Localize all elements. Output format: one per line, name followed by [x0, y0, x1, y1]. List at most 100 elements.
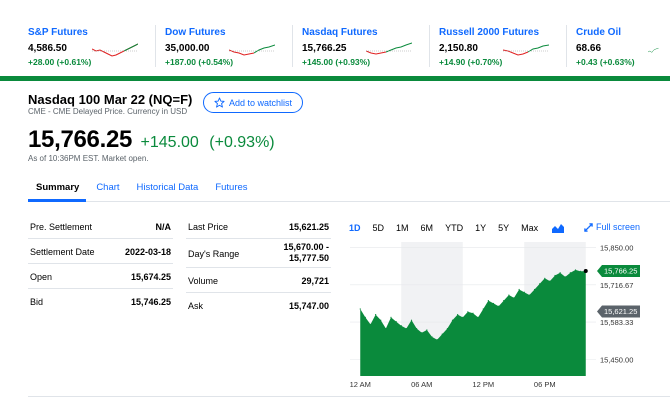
data-point — [405, 327, 407, 330]
mountain-chart-icon[interactable] — [552, 223, 565, 233]
full-screen-button[interactable]: Full screen — [584, 222, 640, 232]
stat-value: 15,670.00 - 15,777.50 — [283, 242, 329, 263]
ticker-name[interactable]: S&P Futures — [28, 27, 88, 38]
ticker-name[interactable]: Nasdaq Futures — [302, 27, 378, 38]
stat-label: Volume — [188, 276, 219, 286]
x-tick-label: 12 PM — [472, 380, 494, 389]
data-point — [492, 302, 495, 305]
ticker-separator — [429, 25, 430, 67]
data-point — [523, 291, 525, 293]
tab-futures[interactable]: Futures — [215, 182, 248, 193]
sparkline-chart — [503, 44, 549, 56]
stat-label: Pre. Settlement — [30, 222, 93, 232]
stat-label: Ask — [188, 301, 204, 311]
data-point — [446, 327, 448, 330]
sparkline-chart — [648, 47, 659, 53]
current-price: 15,766.25 — [28, 126, 133, 153]
y-tick-label: 15,850.00 — [600, 244, 633, 253]
ticker-change: +28.00 (+0.61%) — [28, 57, 92, 67]
stat-row-last-price: Last Price 15,621.25 — [186, 214, 331, 239]
price-flags: 15,766.25 15,621.25 — [597, 264, 640, 318]
x-tick-label: 12 AM — [350, 380, 371, 389]
range-1m-button[interactable]: 1M — [396, 223, 409, 233]
ticker-separator — [566, 25, 567, 67]
add-to-watchlist-button[interactable]: Add to watchlist — [203, 92, 303, 113]
ticker-name[interactable]: Dow Futures — [165, 27, 226, 38]
stat-value: N/A — [155, 222, 172, 232]
ticker-price: 35,000.00 — [165, 43, 210, 54]
stat-label: Bid — [30, 297, 44, 307]
y-tick-label: 15,716.67 — [600, 281, 633, 290]
data-point — [441, 333, 443, 335]
price-change: +145.00 — [140, 134, 199, 151]
x-tick-label: 06 AM — [411, 380, 432, 389]
stat-row-volume: Volume 29,721 — [186, 268, 331, 293]
ticker-change: +145.00 (+0.93%) — [302, 57, 371, 67]
data-point — [451, 319, 454, 321]
data-point — [369, 323, 372, 325]
stat-label: Open — [30, 272, 53, 282]
range-ytd-button[interactable]: YTD — [445, 223, 464, 233]
stat-value: 29,721 — [301, 276, 329, 286]
tab-summary[interactable]: Summary — [36, 182, 80, 193]
data-point — [518, 288, 520, 291]
tab-historical-data[interactable]: Historical Data — [136, 182, 199, 193]
data-point — [410, 319, 413, 321]
intraday-price-chart[interactable]: 15,850.00 15,716.67 15,583.33 15,450.00 12 … — [340, 236, 670, 396]
stat-value: 15,746.25 — [130, 297, 171, 307]
data-point — [472, 312, 474, 314]
range-1y-button[interactable]: 1Y — [475, 223, 487, 233]
data-point — [416, 327, 418, 330]
star-icon — [214, 97, 225, 108]
data-point — [364, 316, 366, 318]
data-point — [375, 313, 377, 316]
data-point — [462, 316, 464, 318]
range-1d-button[interactable]: 1D — [349, 223, 361, 233]
quote-tabs: Summary Chart Historical Data Futures — [28, 178, 265, 200]
range-6m-button[interactable]: 6M — [420, 223, 434, 233]
stats-table-right: Last Price 15,621.25 Day's Range 15,670.… — [186, 214, 331, 318]
range-5y-button[interactable]: 5Y — [498, 223, 510, 233]
stat-label: Settlement Date — [30, 247, 95, 257]
ticker-name[interactable]: Crude Oil — [576, 27, 622, 38]
price-area-series — [360, 269, 586, 376]
data-point — [564, 276, 566, 278]
data-point — [580, 270, 582, 272]
ticker-price: 2,150.80 — [439, 43, 478, 54]
data-point — [539, 283, 541, 285]
data-point — [482, 308, 484, 310]
ticker-price: 68.66 — [576, 43, 602, 54]
price-flag: 15,621.25 — [597, 305, 640, 318]
price-flag-shape — [597, 305, 640, 318]
data-point — [503, 300, 505, 302]
ticker-name[interactable]: Russell 2000 Futures — [439, 27, 540, 38]
stat-value: 15,747.00 — [288, 301, 329, 311]
data-point — [431, 336, 433, 338]
data-point — [569, 272, 571, 274]
price-data-points — [359, 269, 588, 341]
tabs-divider — [28, 201, 670, 202]
data-point — [559, 272, 561, 274]
range-max-button[interactable]: Max — [521, 223, 539, 233]
y-tick-label: 15,450.00 — [600, 355, 633, 364]
data-point — [359, 308, 361, 310]
stat-label: Day's Range — [188, 249, 240, 259]
ticker-divider-bar — [0, 76, 670, 81]
range-5d-button[interactable]: 5D — [372, 223, 385, 233]
last-point-marker — [583, 269, 588, 274]
quote-source-note: CME - CME Delayed Price. Currency in USD — [28, 107, 188, 116]
stat-row-pre-settlement: Pre. Settlement N/A — [28, 214, 173, 239]
tab-chart[interactable]: Chart — [96, 182, 120, 193]
data-point — [533, 288, 536, 291]
data-point — [421, 332, 423, 334]
market-ticker-strip: S&P Futures 4,586.50 +28.00 (+0.61%) Dow… — [0, 0, 670, 76]
sparkline-chart — [366, 42, 412, 55]
stat-row-settlement-date: Settlement Date 2022-03-18 — [28, 239, 173, 264]
data-point — [380, 319, 382, 321]
data-point — [487, 300, 489, 302]
data-point — [554, 274, 556, 277]
stat-label: Last Price — [188, 222, 229, 232]
stat-value: 15,621.25 — [288, 222, 329, 232]
sparkline-chart — [229, 44, 275, 56]
data-point — [395, 320, 397, 323]
